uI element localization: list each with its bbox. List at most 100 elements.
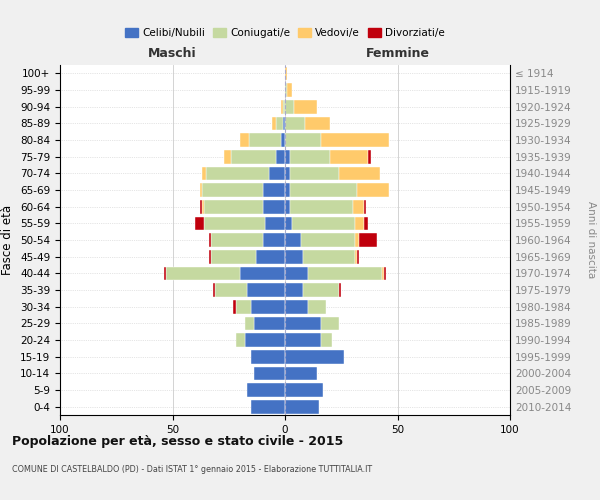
- Bar: [285, 233, 301, 247]
- Bar: [357, 183, 389, 197]
- Bar: [285, 250, 303, 264]
- Bar: [290, 183, 357, 197]
- Bar: [247, 383, 285, 397]
- Bar: [368, 150, 371, 164]
- Bar: [285, 166, 290, 180]
- Bar: [247, 283, 285, 297]
- Bar: [281, 100, 283, 114]
- Bar: [251, 400, 285, 413]
- Bar: [357, 250, 359, 264]
- Bar: [285, 216, 292, 230]
- Bar: [330, 150, 368, 164]
- Bar: [321, 333, 332, 347]
- Bar: [235, 333, 245, 347]
- Bar: [224, 150, 231, 164]
- Bar: [285, 133, 321, 147]
- Bar: [163, 266, 166, 280]
- Bar: [211, 233, 263, 247]
- Bar: [204, 216, 265, 230]
- Bar: [213, 283, 215, 297]
- Bar: [202, 166, 206, 180]
- Bar: [285, 333, 321, 347]
- Bar: [290, 200, 353, 213]
- Bar: [166, 266, 240, 280]
- Bar: [339, 283, 341, 297]
- Bar: [339, 166, 380, 180]
- Bar: [254, 366, 285, 380]
- Bar: [269, 166, 285, 180]
- Text: Maschi: Maschi: [148, 47, 197, 60]
- Bar: [321, 133, 389, 147]
- Bar: [285, 283, 303, 297]
- Bar: [199, 200, 202, 213]
- Bar: [233, 300, 235, 314]
- Bar: [195, 216, 204, 230]
- Bar: [202, 200, 204, 213]
- Bar: [292, 216, 355, 230]
- Bar: [285, 300, 308, 314]
- Bar: [249, 133, 281, 147]
- Bar: [245, 316, 254, 330]
- Bar: [355, 216, 364, 230]
- Bar: [263, 200, 285, 213]
- Bar: [294, 100, 317, 114]
- Bar: [265, 216, 285, 230]
- Bar: [271, 116, 276, 130]
- Bar: [231, 150, 276, 164]
- Y-axis label: Fasce di età: Fasce di età: [1, 205, 14, 275]
- Bar: [251, 350, 285, 364]
- Bar: [384, 266, 386, 280]
- Bar: [204, 200, 263, 213]
- Bar: [240, 133, 249, 147]
- Text: COMUNE DI CASTELBALDO (PD) - Dati ISTAT 1° gennaio 2015 - Elaborazione TUTTITALI: COMUNE DI CASTELBALDO (PD) - Dati ISTAT …: [12, 465, 372, 474]
- Bar: [245, 333, 285, 347]
- Bar: [281, 133, 285, 147]
- Bar: [321, 316, 339, 330]
- Bar: [240, 266, 285, 280]
- Bar: [355, 250, 357, 264]
- Bar: [283, 116, 285, 130]
- Text: Anni di nascita: Anni di nascita: [586, 202, 596, 278]
- Bar: [305, 116, 330, 130]
- Bar: [285, 200, 290, 213]
- Bar: [202, 183, 263, 197]
- Bar: [290, 150, 330, 164]
- Bar: [285, 316, 321, 330]
- Text: Popolazione per età, sesso e stato civile - 2015: Popolazione per età, sesso e stato civil…: [12, 435, 343, 448]
- Bar: [235, 300, 251, 314]
- Bar: [263, 233, 285, 247]
- Bar: [276, 150, 285, 164]
- Bar: [301, 233, 355, 247]
- Bar: [285, 100, 294, 114]
- Bar: [285, 83, 287, 97]
- Bar: [285, 150, 290, 164]
- Bar: [285, 183, 290, 197]
- Bar: [206, 166, 269, 180]
- Bar: [382, 266, 384, 280]
- Bar: [209, 233, 211, 247]
- Bar: [276, 116, 283, 130]
- Bar: [353, 200, 364, 213]
- Bar: [283, 100, 285, 114]
- Bar: [199, 183, 202, 197]
- Bar: [256, 250, 285, 264]
- Bar: [290, 166, 339, 180]
- Bar: [285, 350, 343, 364]
- Bar: [303, 283, 339, 297]
- Bar: [285, 383, 323, 397]
- Bar: [285, 366, 317, 380]
- Bar: [308, 300, 325, 314]
- Bar: [287, 83, 292, 97]
- Bar: [359, 233, 377, 247]
- Bar: [285, 116, 305, 130]
- Bar: [285, 266, 308, 280]
- Bar: [285, 400, 319, 413]
- Bar: [209, 250, 211, 264]
- Text: Femmine: Femmine: [365, 47, 430, 60]
- Bar: [364, 200, 366, 213]
- Bar: [251, 300, 285, 314]
- Bar: [355, 233, 359, 247]
- Bar: [308, 266, 382, 280]
- Bar: [254, 316, 285, 330]
- Bar: [285, 66, 287, 80]
